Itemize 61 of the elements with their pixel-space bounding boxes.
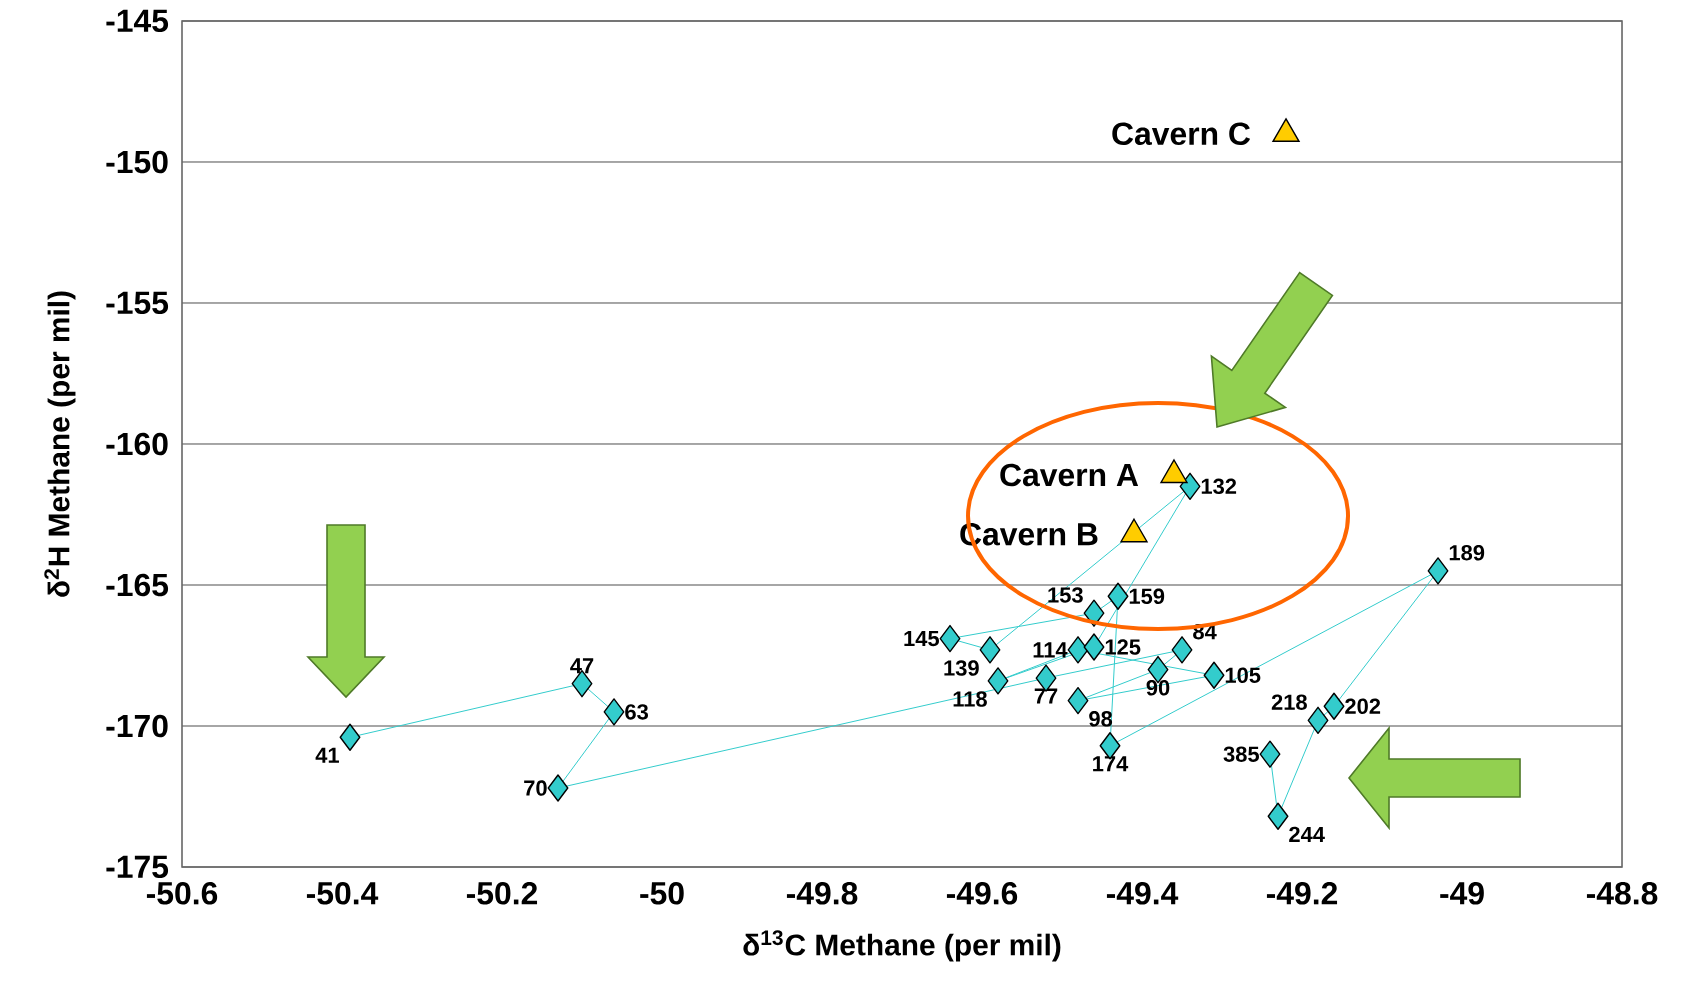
point [1203,661,1225,689]
annotation: 202 [1345,698,1381,715]
annotation: 63 [625,704,648,720]
point [603,698,625,726]
annotation: 132 [1201,478,1237,495]
x-tick-label: -49.4 [1106,882,1179,905]
y-tick-label: -160 [106,432,168,456]
annotation: 385 [1223,746,1259,762]
annotation: 153 [1048,587,1083,603]
point [979,636,1001,664]
series-label: Cavern C [1112,122,1251,146]
annotation: 114 [1033,642,1068,658]
annotation: 90 [1146,680,1170,696]
annotation: 174 [1093,756,1129,772]
y-tick-label: -175 [106,855,169,879]
x-tick-label: -49 [1440,882,1484,905]
y-axis-title: δ$^{2}$H Methane (per mil) [44,291,76,597]
x-tick-label: -50.4 [306,882,379,905]
point [1083,599,1105,627]
point [1307,706,1329,735]
y-tick-label: -155 [106,291,169,315]
x-tick-label: -50 [640,882,684,905]
x-tick-label: -48.8 [1586,882,1658,905]
annotation: 244 [1289,826,1325,842]
annotation: 77 [1034,688,1058,704]
point [939,624,961,653]
point [1067,636,1089,664]
x-tick-label: -49.2 [1266,882,1338,905]
point [1107,582,1129,610]
x-tick-label: -50.6 [146,882,218,905]
annotation: 47 [570,658,594,674]
y-tick-label: -150 [106,150,168,174]
annotation: 125 [1105,639,1141,655]
annotation: 139 [944,660,979,676]
point [1323,692,1345,720]
point [1083,633,1105,661]
point [987,667,1009,695]
y-tick-label: -170 [106,714,168,738]
x-tick-label: -49.6 [946,882,1018,905]
x-axis-title: δ$^{13}$C Methane (per mil) [743,930,1061,962]
annotation: 159 [1129,588,1165,605]
annotation: 41 [315,747,339,763]
point [1267,802,1289,830]
point [1272,118,1300,142]
point [1179,472,1201,500]
annotation: 70 [524,780,547,796]
point [1067,686,1089,715]
x-tick-label: -49.8 [786,882,858,905]
point [547,774,569,802]
y-tick-label: -145 [106,9,169,33]
x-tick-label: -50.2 [466,882,538,905]
y-tick-label: -165 [106,573,169,597]
series-label: Cavern A [1000,463,1139,487]
point [1171,636,1193,664]
point [339,723,361,751]
annotation: 189 [1449,545,1485,561]
point [1259,740,1281,768]
annotation: 218 [1271,694,1307,710]
annotation: 145 [904,630,939,647]
annotation: 118 [953,691,987,707]
point [1427,557,1449,585]
